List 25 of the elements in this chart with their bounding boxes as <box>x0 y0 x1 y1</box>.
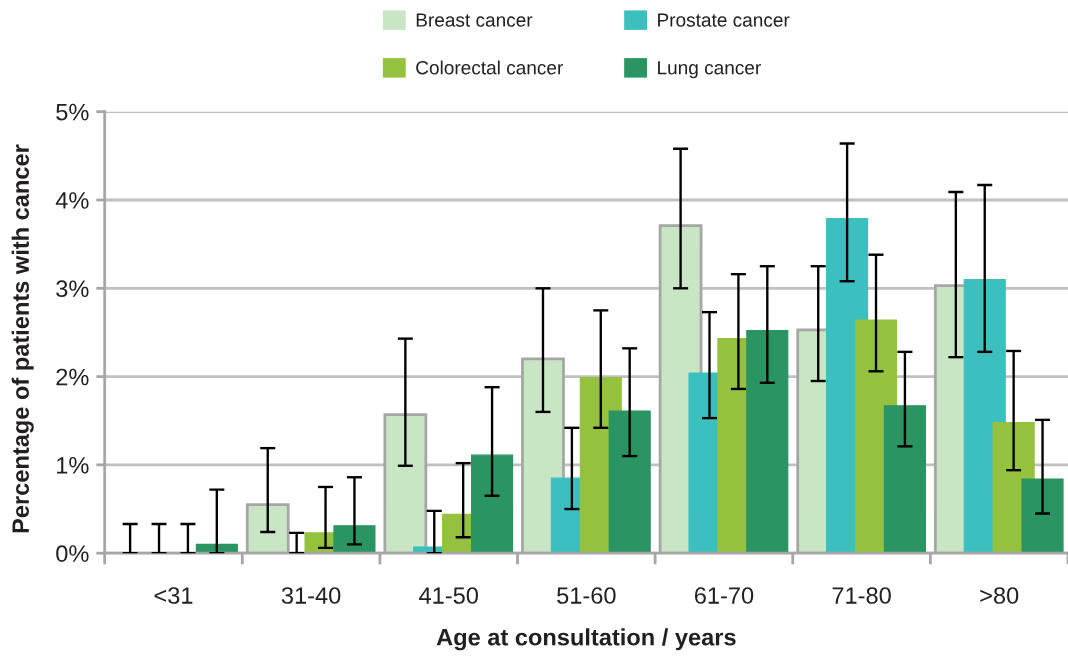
legend-label: Prostate cancer <box>658 13 790 27</box>
bar <box>746 330 789 554</box>
x-tick-label: 41-50 <box>419 587 478 604</box>
x-tick-label: 51-60 <box>557 587 616 604</box>
y-tick-label: 3% <box>56 280 89 298</box>
x-tick-label: >80 <box>980 587 1019 604</box>
x-axis-title: Age at consultation / years <box>436 628 736 651</box>
bar <box>883 405 926 554</box>
bar <box>333 525 376 554</box>
x-tick-label: 31-40 <box>281 587 341 604</box>
x-tick-label: <31 <box>154 587 193 604</box>
x-tick-label: 61-70 <box>694 587 754 604</box>
legend-label: Lung cancer <box>658 61 761 79</box>
y-tick-label: 5% <box>56 103 89 121</box>
y-axis-title: Percentage of patients with cancer <box>11 144 34 533</box>
y-tick-label: 0% <box>56 545 89 562</box>
y-tick-label: 4% <box>55 192 89 209</box>
bar <box>471 454 514 554</box>
legend-label: Colorectal cancer <box>416 60 563 75</box>
legend-label: Breast cancer <box>416 13 533 27</box>
y-tick-label: 1% <box>57 457 89 474</box>
x-tick-label: 71-80 <box>832 587 891 604</box>
y-tick-label: 2% <box>56 368 89 386</box>
bar <box>608 410 651 554</box>
bar <box>1021 478 1064 554</box>
